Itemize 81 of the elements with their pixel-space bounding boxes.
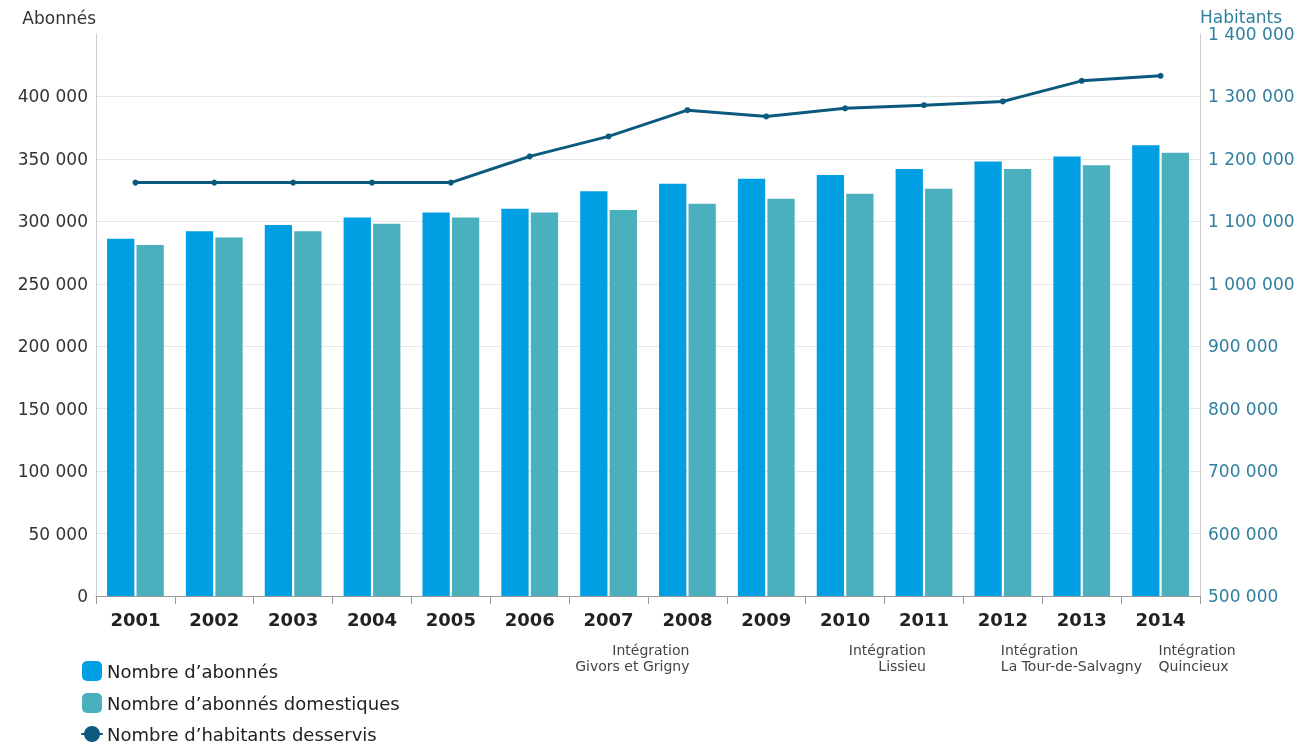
bar [215,237,243,596]
legend-label: Nombre d’abonnés [107,660,279,682]
bar [1161,152,1189,596]
x-tick-label: 2003 [268,608,319,630]
y-tick-label: 250 000 [17,273,88,294]
y-tick-label: 350 000 [17,148,88,169]
point [921,102,927,109]
bar [1132,145,1160,596]
x-tick-label: 2004 [346,608,398,630]
bar [501,208,529,596]
y2-tick-label: 1 000 000 [1208,273,1295,294]
bar [294,231,322,596]
bar [737,178,766,596]
x-tick-label: 2002 [189,608,240,630]
bar [373,223,401,596]
text: Intégration Quincieux [1158,642,1236,674]
y2-tick-label: 1 200 000 [1208,148,1295,169]
point [684,107,691,114]
y2-tick-label: 900 000 [1208,336,1279,357]
bar [895,168,923,596]
x-tick-label: 2006 [504,608,555,630]
bar [422,212,450,596]
point [290,179,297,186]
point [1157,72,1164,79]
legend-label: Nombre d’habitants desservis [107,723,377,745]
bar [530,212,559,596]
bar [264,225,293,596]
y-axis-title: Abonnés [22,7,97,28]
y2-tick-label: 700 000 [1208,461,1279,482]
x-tick-label: 2001 [110,608,161,630]
bar [688,203,716,596]
point [211,179,218,186]
y-tick-label: 300 000 [17,211,88,232]
x-tick-label: 2009 [741,608,792,630]
bar [1003,168,1032,596]
text: Intégration Lissieu [848,642,926,674]
point [605,133,612,140]
y-tick-label: 100 000 [17,461,88,482]
y2-tick-label: 600 000 [1208,523,1279,544]
x-tick-label: 2008 [662,608,713,630]
bar [925,188,953,596]
bar [1082,165,1111,596]
y-tick-label: 400 000 [17,86,88,107]
point [842,105,849,112]
x-tick-label: 2007 [583,608,634,630]
y2-tick-label: 1 100 000 [1208,211,1295,232]
bar [451,217,480,596]
y-tick-label: 200 000 [17,336,88,357]
x-tick-label: 2010 [820,608,871,630]
y2-tick-label: 1 300 000 [1208,86,1295,107]
bar [846,193,874,596]
x-tick-label: 2011 [898,608,950,630]
bar [185,231,214,596]
point [999,98,1006,105]
text: Intégration Givors et Grigny [575,642,690,674]
x-tick-label: 2014 [1135,608,1186,630]
bar [974,161,1002,596]
point [369,179,375,186]
bar [136,245,164,596]
x-tick-label: 2012 [977,608,1028,630]
bar [816,175,845,596]
bar [107,238,135,596]
bar [767,198,795,596]
y-tick-label: 50 000 [28,523,88,544]
legend-label: Nombre d’abonnés domestiques [107,692,400,714]
point [1078,77,1085,84]
bar [580,191,608,596]
point [447,179,454,186]
point [132,179,139,186]
text: Intégration La Tour-de-Salvagny [1000,642,1143,674]
y-tick-label: 150 000 [17,398,88,419]
point [526,153,533,160]
y2-tick-label: 500 000 [1208,586,1279,606]
y-tick-label: 0 [77,586,88,606]
bar [609,210,637,596]
x-tick-label: 2013 [1056,608,1107,630]
bar [659,183,687,596]
y2-tick-label: 800 000 [1208,398,1279,419]
x-tick-label: 2005 [425,608,476,630]
bar [343,217,371,596]
bar [1053,156,1081,596]
